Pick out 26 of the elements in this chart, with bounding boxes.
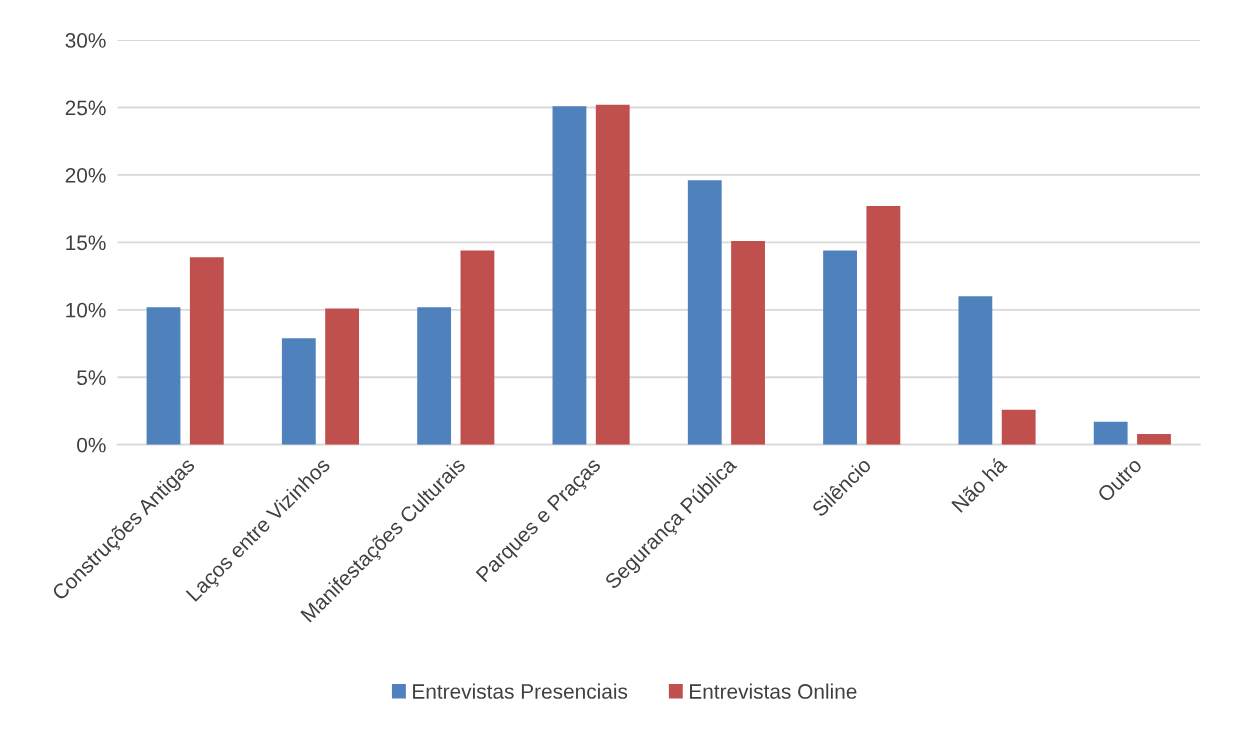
bar — [460, 250, 495, 445]
bar — [958, 296, 993, 445]
bar — [281, 338, 316, 445]
bar — [595, 104, 630, 445]
bar — [823, 250, 857, 445]
y-tick-label: 30% — [65, 33, 106, 48]
bar — [731, 241, 765, 445]
bar — [1001, 409, 1036, 445]
bar — [1137, 433, 1171, 445]
y-tick-label: 0% — [77, 437, 106, 453]
legend-label: Entrevistas Presenciais — [413, 683, 628, 699]
bar — [866, 205, 901, 445]
bar — [417, 307, 452, 445]
legend-label: Entrevistas Online — [690, 683, 857, 699]
bar — [146, 307, 181, 445]
bar — [552, 106, 587, 445]
y-tick-label: 10% — [66, 302, 106, 318]
y-tick-label: 20% — [65, 167, 106, 183]
bar — [325, 308, 360, 445]
y-tick-label: 5% — [77, 370, 106, 386]
y-tick-label: 25% — [65, 100, 106, 116]
y-tick-label: 15% — [66, 235, 106, 251]
x-tick-label: Não há — [950, 455, 1008, 513]
bar — [1093, 421, 1128, 445]
bar — [687, 180, 722, 445]
bar — [189, 257, 224, 445]
